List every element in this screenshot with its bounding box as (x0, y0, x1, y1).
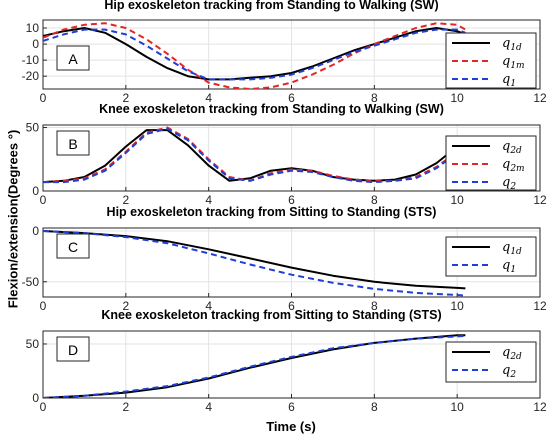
panel-label-box (56, 45, 90, 71)
x-tick-label: 12 (533, 193, 547, 207)
panel-label-box (56, 233, 90, 259)
x-tick-label: 6 (288, 193, 295, 207)
panel-label: C (68, 239, 78, 255)
x-tick-label: 12 (533, 299, 547, 313)
series-line-q1d (43, 230, 466, 290)
chart-panel-B: 0 2 4 6 8 10 12 50 0 Knee exoskeleton tracking fr… (26, 102, 547, 207)
x-tick-label: 2 (122, 91, 129, 105)
x-tick-label: 6 (288, 91, 295, 105)
series-line-q2 (43, 334, 466, 398)
x-tick-label: 0 (40, 193, 47, 207)
x-tick-label: 0 (40, 299, 47, 313)
panel-label: D (68, 342, 78, 358)
legend-box (445, 236, 537, 277)
panel-label: A (68, 51, 78, 67)
chart-title: Hip exoskeleton tracking from Sitting to… (107, 205, 437, 219)
series-line-q1d (43, 27, 466, 81)
y-tick-label: 50 (26, 121, 40, 135)
x-tick-label: 8 (371, 400, 378, 414)
panel-label-box (56, 336, 90, 362)
y-tick-label: -10 (22, 53, 40, 67)
x-tick-label: 10 (450, 299, 464, 313)
figure-x-axis-label: Time (s) (266, 419, 316, 434)
x-tick-label: 10 (450, 91, 464, 105)
series-line-q2m (43, 126, 467, 184)
series-line-q1m (43, 22, 466, 89)
chart-title: Hip exoskeleton tracking from Standing t… (104, 0, 438, 12)
series-line-q1 (43, 230, 466, 297)
chart-title: Knee exoskeleton tracking from Standing … (99, 102, 444, 116)
y-tick-label: 0 (32, 224, 39, 238)
y-tick-label: -50 (22, 275, 40, 289)
panel-label-box (56, 130, 90, 156)
x-tick-label: 0 (40, 400, 47, 414)
x-tick-label: 10 (450, 400, 464, 414)
x-tick-label: 12 (533, 91, 547, 105)
x-tick-label: 6 (288, 299, 295, 313)
y-tick-label: 50 (26, 337, 40, 351)
x-tick-label: 2 (122, 193, 129, 207)
x-tick-label: 0 (40, 91, 47, 105)
x-tick-label: 12 (533, 400, 547, 414)
x-tick-label: 6 (288, 400, 295, 414)
legend-box (445, 135, 537, 191)
series-line-q2d (43, 129, 467, 184)
chart-panel-A: 0 2 4 6 8 10 12 10 0 -10 -20 Hip exoskeleton tracki… (22, 0, 547, 105)
x-tick-label: 4 (205, 299, 212, 313)
x-tick-label: 8 (371, 91, 378, 105)
x-tick-label: 4 (205, 91, 212, 105)
x-tick-label: 2 (122, 299, 129, 313)
series-line-q1 (43, 28, 466, 81)
chart-title: Knee exoskeleton tracking from Sitting t… (101, 308, 441, 322)
panel-label: B (68, 136, 77, 152)
x-tick-label: 4 (205, 193, 212, 207)
y-tick-label: -20 (22, 69, 40, 83)
y-tick-label: 0 (32, 37, 39, 51)
x-tick-label: 2 (122, 400, 129, 414)
chart-panel-D: 0 2 4 6 8 10 12 50 0 Knee exoskeleton tracking fr… (26, 308, 547, 414)
x-tick-label: 8 (371, 193, 378, 207)
x-tick-label: 8 (371, 299, 378, 313)
legend-box (445, 341, 537, 383)
x-tick-label: 4 (205, 400, 212, 414)
y-tick-label: 0 (32, 391, 39, 405)
x-tick-label: 10 (450, 193, 464, 207)
y-tick-label: 0 (32, 184, 39, 198)
series-line-q2 (43, 127, 467, 184)
y-tick-label: 10 (26, 21, 40, 35)
